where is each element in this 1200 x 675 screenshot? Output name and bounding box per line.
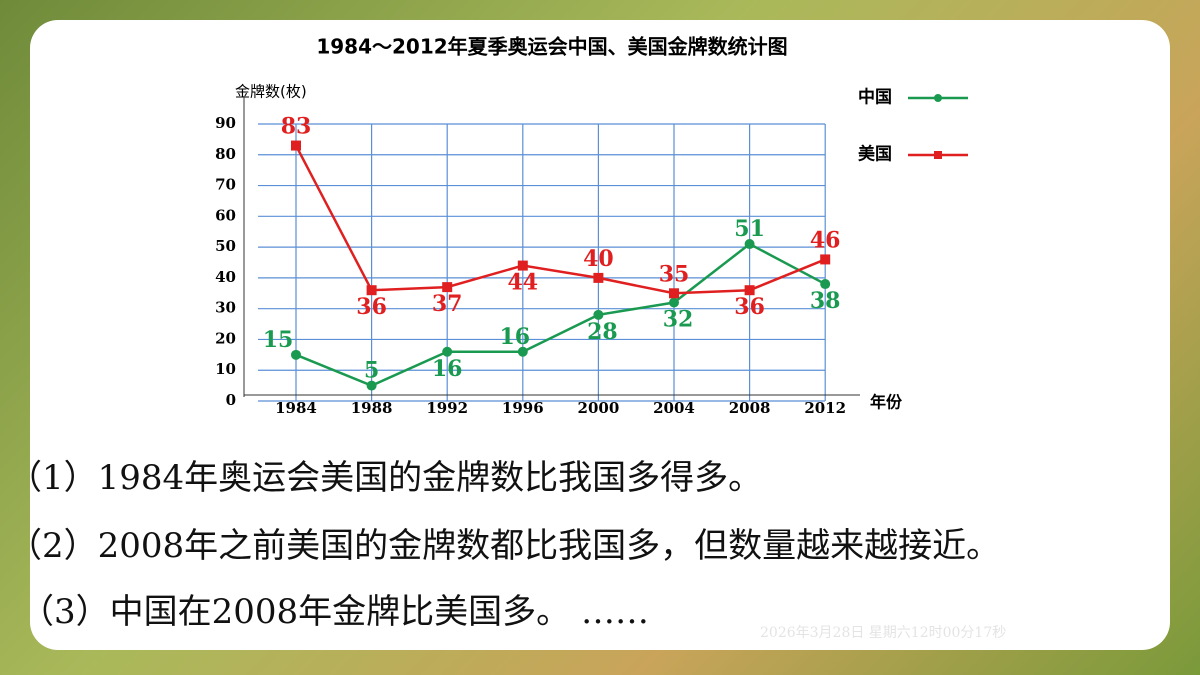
y-tick-label: 40 [215, 268, 236, 286]
legend-label: 中国 [858, 87, 892, 108]
point [669, 297, 679, 308]
data-label: 40 [583, 246, 614, 272]
legend-marker [934, 151, 942, 159]
data-label: 46 [810, 227, 841, 253]
timestamp: 2026年3月28日 星期六12时00分17秒 [760, 625, 1007, 641]
point [517, 260, 528, 271]
point [366, 285, 377, 296]
statement: （2）2008年之前美国的金牌数都比我国多，但数量越来越接近。 [8, 526, 1001, 566]
data-label: 5 [364, 358, 379, 384]
series-line [295, 242, 826, 387]
point [291, 349, 301, 360]
statement: （3）中国在2008年金牌比美国多。 …… [20, 592, 649, 632]
data-label: 36 [734, 294, 765, 320]
y-tick-label: 80 [215, 145, 236, 163]
x-tick-label: 2012 [804, 399, 846, 417]
data-label: 16 [432, 356, 463, 382]
data-label: 16 [499, 324, 530, 350]
point [366, 380, 377, 391]
data-label: 44 [507, 270, 538, 296]
data-label: 38 [810, 288, 841, 314]
y-tick-label: 30 [215, 299, 236, 317]
data-label: 32 [663, 307, 694, 333]
data-label: 28 [587, 319, 618, 345]
y-tick-label: 60 [215, 206, 236, 224]
point [669, 288, 679, 299]
legend-label: 美国 [858, 144, 892, 165]
chart-title: 1984～2012年夏季奥运会中国、美国金牌数统计图 [316, 35, 787, 59]
x-tick-label: 1996 [502, 399, 544, 417]
data-label: 37 [432, 291, 463, 317]
y-tick-label: 50 [215, 237, 236, 255]
point [442, 346, 453, 357]
point [744, 239, 755, 250]
x-tick-label: 1988 [351, 399, 393, 417]
point [291, 140, 301, 151]
data-label: 15 [263, 327, 294, 353]
x-tick-label: 2008 [729, 399, 771, 417]
y-axis-label: 金牌数(枚) [235, 83, 307, 101]
x-axis-label: 年份 [870, 393, 903, 412]
y-tick-label: 20 [215, 329, 236, 347]
point [593, 309, 604, 320]
card [30, 20, 1170, 650]
point [744, 285, 755, 296]
point [442, 282, 453, 293]
point [593, 272, 604, 283]
y-tick-label: 0 [226, 391, 236, 409]
point [820, 254, 831, 265]
x-tick-label: 2000 [578, 399, 620, 417]
legend-marker [934, 94, 942, 102]
data-label: 83 [281, 114, 312, 140]
y-tick-label: 10 [215, 360, 236, 378]
y-tick-label: 90 [215, 114, 236, 132]
x-tick-label: 1984 [275, 399, 317, 417]
point [517, 346, 528, 357]
x-tick-label: 2004 [653, 399, 695, 417]
series-line [294, 144, 826, 295]
data-label: 51 [734, 216, 765, 242]
y-tick-label: 70 [215, 176, 236, 194]
statement: （1）1984年奥运会美国的金牌数比我国多得多。 [8, 458, 763, 498]
point [820, 279, 831, 290]
data-label: 35 [659, 261, 690, 287]
data-label: 36 [356, 294, 387, 320]
x-tick-label: 1992 [426, 399, 468, 417]
